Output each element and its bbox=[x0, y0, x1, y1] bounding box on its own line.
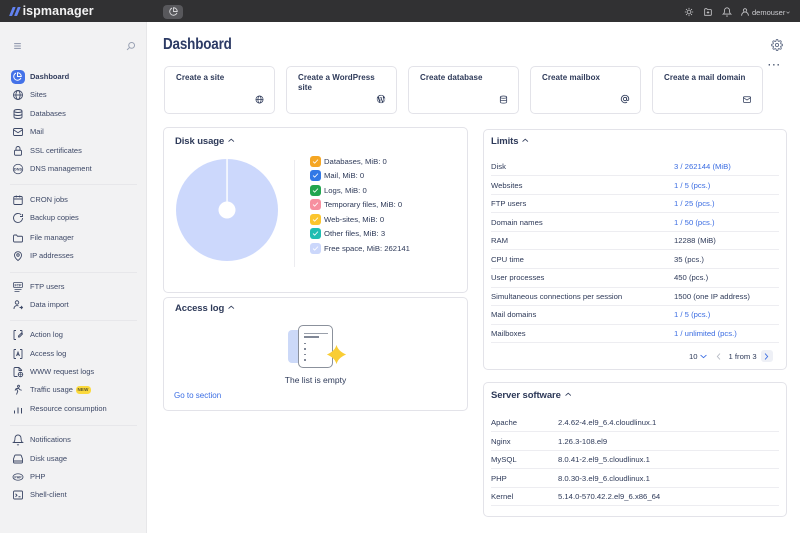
svg-text:FTP: FTP bbox=[14, 283, 22, 287]
svg-text:PHP: PHP bbox=[14, 475, 22, 479]
svg-text:DNS: DNS bbox=[13, 167, 22, 172]
